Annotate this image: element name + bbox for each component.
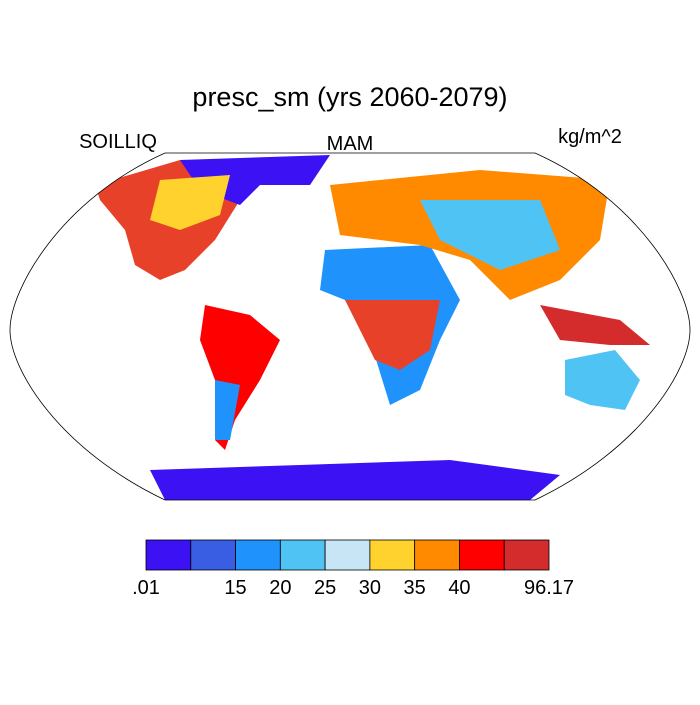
antarctica (150, 460, 560, 500)
units-label: kg/m^2 (558, 126, 622, 148)
colorbar-box (503, 539, 550, 571)
map-outline (9, 152, 691, 501)
colorbar-box (145, 539, 192, 571)
central-asia (420, 200, 560, 270)
left-label: SOILLIQ (79, 131, 157, 153)
colorbar-label: .01 (132, 577, 160, 599)
colorbar-label: 20 (269, 577, 291, 599)
colorbar-box (235, 539, 281, 571)
colorbar-label: 40 (448, 577, 470, 599)
colorbar-label: 15 (224, 577, 246, 599)
colorbar-box (279, 539, 326, 571)
colorbar-label: 35 (404, 577, 426, 599)
colorbar-box (190, 539, 236, 571)
center-label: MAM (327, 133, 374, 155)
canada (150, 175, 230, 230)
colorbar-label: 96.17 (524, 577, 574, 599)
map (95, 155, 650, 500)
colorbar-label: 25 (314, 577, 336, 599)
colorbar-box (459, 539, 505, 571)
colorbar-box (414, 539, 460, 571)
indonesia (540, 305, 650, 345)
colorbar: .01 15 20 25 30 35 40 96.17 (132, 539, 574, 599)
australia (565, 350, 640, 410)
colorbar-box (324, 539, 371, 571)
south-america (200, 305, 280, 450)
colorbar-label: 30 (359, 577, 381, 599)
title: presc_sm (yrs 2060-2079) (192, 82, 507, 112)
south-america-south (215, 380, 240, 440)
central-africa (345, 300, 440, 370)
colorbar-box (369, 539, 416, 571)
